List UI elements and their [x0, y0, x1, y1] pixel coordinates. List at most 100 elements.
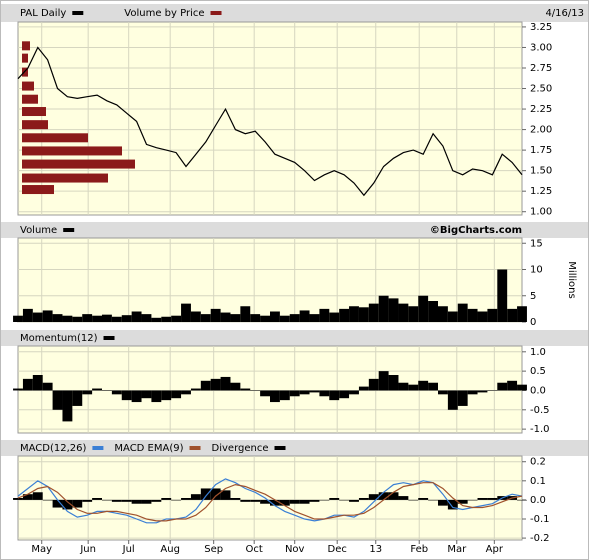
bar: [121, 499, 132, 502]
bar: [52, 390, 63, 410]
y-tick-label: 2.75: [530, 63, 552, 74]
bar: [32, 492, 43, 500]
bar: [102, 499, 112, 501]
y-tick-label: -1.0: [530, 424, 550, 435]
bar: [270, 311, 280, 322]
bar: [42, 382, 53, 391]
bar: [299, 310, 310, 322]
bar: [378, 295, 389, 322]
bar: [82, 390, 93, 395]
bar: [141, 390, 152, 399]
panel-header: [1, 222, 588, 238]
bar: [477, 498, 488, 500]
bar: [329, 390, 340, 401]
legend-label: Volume by Price: [124, 8, 204, 19]
bar: [398, 496, 409, 500]
bar: [329, 312, 340, 322]
bar: [368, 303, 379, 322]
bar: [487, 498, 498, 500]
y-tick-label: 1.25: [530, 186, 552, 197]
legend-swatch: [274, 446, 286, 450]
annotation: ©BigCharts.com: [430, 225, 522, 236]
bar: [438, 499, 448, 506]
plot-area: [17, 21, 523, 216]
bar: [428, 499, 438, 501]
legend-label: MACD EMA(9): [114, 443, 183, 454]
legend-swatch: [63, 228, 75, 232]
bar: [368, 378, 379, 391]
bar: [270, 390, 280, 403]
y-tick-label: -0.5: [530, 405, 550, 416]
bar: [428, 301, 438, 322]
y-tick-label: 0.2: [530, 457, 546, 468]
bar: [220, 376, 231, 391]
panel-header: [1, 4, 588, 22]
x-tick-label: Aug: [160, 544, 180, 555]
legend-swatch: [92, 446, 104, 450]
bar: [329, 498, 340, 500]
bar: [260, 315, 270, 322]
bar: [42, 499, 53, 501]
y-tick-label: 3.00: [530, 42, 552, 53]
bar: [378, 492, 389, 500]
bar: [349, 390, 359, 395]
bar: [358, 307, 369, 322]
bar: [121, 315, 132, 322]
bar: [349, 306, 359, 322]
x-tick-label: Sep: [204, 544, 223, 555]
y-tick-label: 10: [530, 265, 543, 276]
bar: [457, 303, 468, 322]
bar: [457, 499, 468, 504]
bar: [62, 499, 73, 510]
bar: [102, 390, 112, 391]
x-tick-label: May: [31, 544, 52, 555]
bar: [121, 390, 132, 401]
y-tick-label: 1.50: [530, 166, 552, 177]
bar: [279, 499, 290, 506]
bar: [190, 388, 201, 391]
bar: [467, 308, 478, 322]
bar: [447, 390, 458, 410]
volume-by-price-bar: [22, 159, 135, 169]
bar: [171, 315, 182, 322]
bar: [32, 312, 43, 322]
bar: [181, 303, 191, 322]
x-tick-label: Oct: [246, 544, 263, 555]
bar: [270, 499, 280, 506]
bar: [171, 499, 182, 501]
bar: [487, 308, 498, 322]
bar: [13, 388, 23, 391]
bar: [319, 390, 330, 397]
legend-label: Divergence: [212, 443, 269, 454]
bar: [200, 488, 211, 500]
bar: [190, 494, 201, 500]
bar: [467, 390, 478, 395]
bar: [279, 315, 290, 322]
bar: [517, 306, 527, 322]
legend-label: Momentum(12): [20, 333, 98, 344]
bar: [398, 382, 409, 391]
bar: [92, 498, 102, 500]
bar: [240, 499, 251, 502]
bar: [408, 384, 419, 391]
bar: [299, 390, 310, 395]
bar: [200, 380, 211, 391]
x-tick-label: Jun: [79, 544, 96, 555]
volume-by-price-bar: [22, 94, 38, 104]
y-tick-label: -0.2: [530, 533, 550, 544]
bar: [339, 499, 350, 501]
bar: [517, 384, 527, 391]
bar: [161, 498, 172, 500]
bar: [240, 306, 251, 322]
y-tick-label: 1.00: [530, 207, 552, 218]
bar: [13, 315, 23, 322]
bar: [319, 308, 330, 322]
bar: [161, 316, 172, 322]
bar: [171, 390, 182, 399]
bar: [418, 498, 429, 500]
volume-by-price-bar: [22, 146, 122, 156]
bar: [22, 378, 33, 391]
legend-swatch: [103, 336, 115, 340]
bar: [62, 315, 73, 322]
